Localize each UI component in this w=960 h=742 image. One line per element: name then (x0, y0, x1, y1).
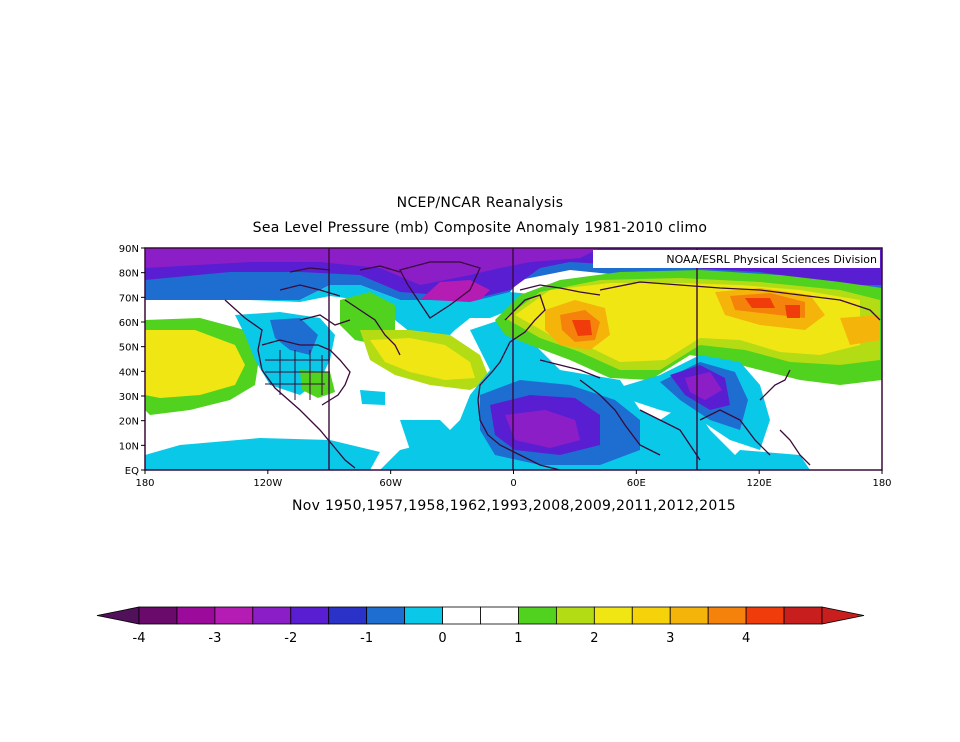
field-cyan-arctic (145, 285, 545, 345)
field-siberia-red (745, 298, 800, 318)
colorbar-segment (783, 606, 823, 625)
field-africa-deep (505, 410, 580, 448)
lon-label: 180 (872, 478, 891, 489)
credit-text: NOAA/ESRL Physical Sciences Division (666, 253, 877, 266)
lat-label: 10N (119, 441, 139, 452)
colorbar-segment (252, 606, 292, 625)
colorbar-label: -3 (208, 631, 221, 646)
lon-label: 60E (627, 478, 646, 489)
lon-label: 180 (135, 478, 154, 489)
colorbar-segment (404, 606, 443, 625)
colorbar-over-arrow (821, 606, 865, 625)
lon-axis: 180 120W 60W 0 60E 120E 180 (135, 470, 892, 489)
colorbar-segment (214, 606, 254, 625)
chart-title: NCEP/NCAR Reanalysis (396, 195, 564, 211)
field-seasia-cyan (720, 450, 810, 470)
colorbar-segment (442, 606, 481, 625)
lat-label: 20N (119, 417, 139, 428)
colorbar-label: 0 (438, 631, 446, 646)
colorbar-segment (631, 606, 671, 625)
colorbar-segment (176, 606, 216, 625)
colorbar-label: 1 (514, 631, 522, 646)
colorbar-segment (593, 606, 633, 625)
field-europe-red (572, 320, 592, 336)
field-tropical-cyan (400, 420, 460, 455)
field-sahara-cyan-spot (360, 390, 385, 405)
lat-label: 70N (119, 293, 139, 304)
colorbar-segment (328, 606, 368, 625)
lat-label: 80N (119, 269, 139, 280)
coastlines (224, 261, 881, 470)
anomaly-fields (145, 248, 882, 470)
map-area: NOAA/ESRL Physical Sciences Division (144, 247, 883, 471)
colorbar-segment (138, 606, 178, 625)
lon-label: 120E (746, 478, 771, 489)
colorbar-segment (745, 606, 785, 625)
credit-box (593, 250, 880, 268)
composite-years: Nov 1950,1957,1958,1962,1993,2008,2009,2… (291, 498, 736, 514)
state-borders (265, 350, 330, 400)
colorbar-segment (555, 606, 595, 625)
colorbar-label: -2 (284, 631, 297, 646)
state-border-lines (265, 350, 330, 400)
field-arctic-deep (145, 248, 600, 285)
field-caribbean-cyan (145, 438, 380, 470)
field-china-orange (840, 315, 880, 345)
lat-label: 90N (119, 244, 139, 255)
lat-axis: EQ 10N 20N 30N 40N 50N 60N 70N 80N 90N (119, 244, 145, 477)
lat-label: 60N (119, 318, 139, 329)
lon-label: 120W (253, 478, 282, 489)
chart-subtitle: Sea Level Pressure (mb) Composite Anomal… (252, 220, 708, 236)
colorbar: -4 -3 -2 -1 0 1 2 3 4 (96, 606, 865, 646)
lat-label: 30N (119, 392, 139, 403)
colorbar-label: -4 (133, 631, 146, 646)
colorbar-segment (480, 606, 519, 625)
field-pacific-yellow (145, 330, 245, 398)
colorbar-label: 2 (590, 631, 598, 646)
coastline-europe-africa (477, 284, 661, 470)
coastline-greenland (399, 261, 481, 319)
lon-label: 60W (379, 478, 402, 489)
colorbar-segment (290, 606, 330, 625)
lat-label: 40N (119, 367, 139, 378)
meridians (328, 248, 698, 470)
colorbar-segment (669, 606, 709, 625)
colorbar-segment (366, 606, 406, 625)
lon-label: 0 (510, 478, 516, 489)
colorbar-segment (518, 606, 557, 625)
lat-label: 50N (119, 343, 139, 354)
colorbar-under-arrow (96, 606, 140, 625)
field-asia-deep (685, 372, 722, 400)
coastline-asia (599, 281, 881, 466)
lat-label: EQ (125, 466, 139, 477)
colorbar-label: 4 (742, 631, 750, 646)
field-na-blue (270, 318, 318, 355)
colorbar-label: -1 (360, 631, 373, 646)
coastline-north-america (224, 265, 401, 469)
colorbar-segment (707, 606, 747, 625)
colorbar-label: 3 (666, 631, 674, 646)
